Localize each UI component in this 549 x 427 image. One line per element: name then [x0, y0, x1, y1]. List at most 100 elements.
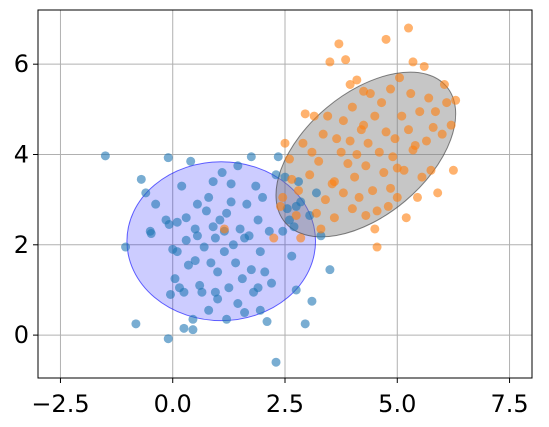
y-tick-label: 2: [14, 231, 29, 259]
data-point-series-1: [320, 195, 330, 205]
data-point-series-0: [231, 258, 241, 268]
data-point-series-1: [448, 165, 458, 175]
x-tick-label: −2.5: [31, 390, 89, 418]
data-point-series-0: [264, 226, 274, 236]
data-point-series-0: [163, 334, 173, 344]
data-point-series-1: [412, 192, 422, 202]
data-point-series-1: [408, 145, 418, 155]
data-point-series-1: [352, 149, 362, 159]
data-point-series-1: [417, 172, 427, 182]
data-point-series-0: [172, 217, 182, 227]
y-axis-ticks: 0 2 4 6: [14, 50, 38, 349]
data-point-series-0: [164, 219, 174, 229]
data-point-series-1: [269, 233, 279, 243]
data-point-series-1: [291, 210, 301, 220]
data-point-series-0: [271, 357, 281, 367]
data-point-series-1: [329, 213, 339, 223]
data-point-series-0: [246, 152, 256, 162]
data-point-series-0: [100, 151, 110, 161]
data-point-series-1: [446, 120, 456, 130]
data-point-series-0: [183, 260, 193, 270]
data-point-series-0: [289, 222, 299, 232]
data-point-series-0: [188, 325, 198, 335]
data-point-series-0: [240, 233, 250, 243]
data-point-series-0: [267, 278, 277, 288]
data-point-series-1: [314, 156, 324, 166]
data-point-series-1: [401, 213, 411, 223]
data-point-series-0: [136, 174, 146, 184]
data-point-series-1: [372, 206, 382, 216]
data-point-series-0: [131, 319, 141, 329]
data-point-series-0: [195, 280, 205, 290]
data-point-series-1: [300, 109, 310, 119]
data-point-series-1: [365, 89, 375, 99]
data-point-series-0: [233, 298, 243, 308]
data-point-series-1: [437, 129, 447, 139]
data-point-series-0: [253, 215, 263, 225]
data-point-series-0: [291, 201, 301, 211]
data-point-series-0: [300, 319, 310, 329]
data-point-series-1: [280, 138, 290, 148]
data-point-series-0: [121, 242, 131, 252]
data-point-series-0: [146, 229, 156, 239]
data-point-series-1: [332, 134, 342, 144]
scatter-points: [100, 23, 461, 367]
data-point-series-1: [370, 111, 380, 121]
data-point-series-1: [278, 192, 288, 202]
data-point-series-1: [323, 111, 333, 121]
grid-lines: [38, 10, 532, 378]
data-point-series-1: [372, 242, 382, 252]
data-point-series-0: [228, 240, 238, 250]
data-point-series-1: [284, 154, 294, 164]
data-point-series-0: [151, 199, 161, 209]
data-point-series-1: [370, 224, 380, 234]
data-point-series-1: [219, 224, 229, 234]
data-point-series-0: [192, 231, 202, 241]
data-point-series-1: [415, 107, 425, 117]
data-point-series-1: [433, 188, 443, 198]
data-point-series-1: [386, 183, 396, 193]
data-point-series-0: [208, 177, 218, 187]
data-point-series-0: [278, 226, 288, 236]
x-axis-ticks: −2.5 0.0 2.5 5.0 7.5: [31, 378, 529, 418]
data-point-series-0: [325, 265, 335, 275]
data-point-series-1: [359, 120, 369, 130]
data-point-series-1: [408, 57, 418, 67]
data-point-series-0: [217, 168, 227, 178]
data-point-series-0: [215, 215, 225, 225]
data-point-series-0: [197, 287, 207, 297]
data-point-series-0: [213, 294, 223, 304]
data-point-series-1: [399, 165, 409, 175]
data-point-series-1: [374, 147, 384, 157]
y-tick-label: 0: [14, 321, 29, 349]
data-point-series-1: [345, 80, 355, 90]
data-point-series-1: [368, 186, 378, 196]
confidence-ellipses: [126, 71, 457, 322]
data-point-series-0: [291, 285, 301, 295]
data-point-series-1: [361, 161, 371, 171]
data-point-series-0: [170, 274, 180, 284]
data-point-series-1: [293, 186, 303, 196]
data-point-series-0: [240, 308, 250, 318]
data-point-series-0: [199, 242, 209, 252]
data-point-series-0: [242, 199, 252, 209]
data-point-series-1: [276, 201, 286, 211]
data-point-series-1: [379, 168, 389, 178]
data-point-series-0: [237, 274, 247, 284]
data-point-series-1: [352, 75, 362, 85]
data-point-series-1: [377, 98, 387, 108]
data-point-series-1: [406, 89, 416, 99]
data-point-series-0: [311, 188, 321, 198]
data-point-series-0: [316, 231, 326, 241]
data-point-series-1: [404, 23, 413, 33]
data-point-series-1: [338, 116, 348, 126]
data-point-series-0: [273, 152, 283, 162]
data-point-series-0: [258, 192, 268, 202]
data-point-series-0: [188, 314, 198, 324]
data-point-series-1: [347, 204, 357, 214]
data-point-series-1: [334, 39, 344, 49]
data-point-series-1: [442, 98, 452, 108]
data-point-series-1: [390, 134, 400, 144]
data-point-series-1: [381, 34, 391, 44]
